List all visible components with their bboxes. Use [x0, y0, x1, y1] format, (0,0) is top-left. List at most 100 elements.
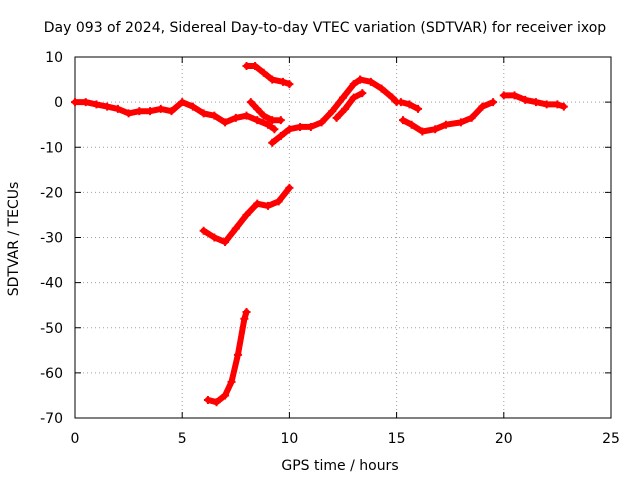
- data-point: [278, 77, 287, 86]
- data-point: [377, 84, 386, 93]
- data-point: [240, 314, 249, 323]
- x-tick-label: 15: [388, 431, 406, 447]
- data-point: [285, 183, 294, 192]
- data-point: [231, 113, 240, 122]
- data-point: [113, 104, 122, 113]
- data-point: [227, 377, 236, 386]
- y-tick-label: -30: [40, 231, 63, 247]
- data-point: [259, 68, 268, 77]
- series-layer: [71, 62, 568, 407]
- data-point: [92, 100, 101, 109]
- data-point: [233, 350, 242, 359]
- data-point: [349, 93, 358, 102]
- x-tick-label: 20: [495, 431, 513, 447]
- data-point: [388, 93, 397, 102]
- data-point: [521, 95, 530, 104]
- data-point: [253, 199, 262, 208]
- data-point: [431, 125, 440, 134]
- data-point: [274, 197, 283, 206]
- data-point: [81, 98, 90, 107]
- y-tick-label: -50: [40, 321, 63, 337]
- data-point: [276, 116, 285, 125]
- data-point: [251, 62, 260, 71]
- x-tick-label: 5: [178, 431, 187, 447]
- track-peak: [357, 76, 400, 106]
- data-point: [246, 98, 255, 107]
- data-point: [531, 98, 540, 107]
- data-point: [268, 116, 277, 125]
- y-tick-label: -10: [40, 140, 63, 156]
- data-point: [253, 104, 262, 113]
- data-point: [156, 104, 165, 113]
- data-point: [285, 80, 294, 89]
- y-tick-label: 0: [54, 95, 63, 111]
- data-point: [135, 107, 144, 116]
- data-point: [349, 80, 358, 89]
- y-axis-label: SDTVAR / TECUs: [6, 182, 22, 297]
- data-point: [263, 120, 272, 129]
- data-point: [259, 111, 268, 120]
- data-point: [242, 111, 251, 120]
- data-point: [210, 233, 219, 242]
- tick-layer: 0 5 10 15 20 25 10 0 -10 -20 -30 -40 -50 -60 -70: [40, 50, 620, 447]
- y-tick-label: -20: [40, 185, 63, 201]
- data-point: [399, 116, 408, 125]
- data-point: [317, 118, 326, 127]
- data-point: [71, 98, 79, 107]
- track-midday: [269, 76, 364, 146]
- data-point: [341, 104, 350, 113]
- y-tick-label: -70: [40, 411, 63, 427]
- y-tick-label: 10: [45, 50, 63, 66]
- data-point: [146, 107, 155, 116]
- data-point: [242, 62, 251, 71]
- x-tick-label: 10: [280, 431, 298, 447]
- data-point: [510, 91, 519, 100]
- data-point: [199, 226, 208, 235]
- data-point: [478, 102, 487, 111]
- data-point: [242, 210, 251, 219]
- data-point: [221, 118, 230, 127]
- data-point: [396, 98, 405, 107]
- data-point: [221, 238, 230, 247]
- data-point: [467, 113, 476, 122]
- data-point: [231, 224, 240, 233]
- data-point: [263, 201, 272, 210]
- data-point: [203, 395, 212, 404]
- data-point: [188, 102, 197, 111]
- data-point: [242, 307, 251, 316]
- data-point: [199, 109, 208, 118]
- data-point: [441, 120, 450, 129]
- data-point: [270, 125, 279, 134]
- x-tick-label: 0: [71, 431, 80, 447]
- track-lower-climb: [333, 90, 366, 121]
- x-tick-label: 25: [602, 431, 620, 447]
- data-point: [221, 391, 230, 400]
- data-point: [356, 75, 365, 84]
- data-point: [407, 120, 416, 129]
- y-tick-label: -60: [40, 366, 63, 382]
- data-point: [306, 122, 315, 131]
- chart-title: Day 093 of 2024, Sidereal Day-to-day VTE…: [44, 20, 607, 36]
- data-point: [489, 98, 498, 107]
- data-point: [339, 93, 347, 102]
- data-point: [405, 100, 414, 109]
- data-point: [253, 116, 262, 125]
- data-point: [276, 131, 285, 140]
- data-point: [414, 104, 423, 113]
- data-point: [366, 77, 375, 86]
- data-point: [358, 89, 367, 98]
- data-point: [124, 109, 133, 118]
- data-point: [542, 100, 551, 109]
- data-point: [553, 100, 562, 109]
- data-point: [268, 75, 277, 84]
- data-point: [210, 111, 219, 120]
- data-point: [559, 102, 568, 111]
- data-point: [212, 398, 221, 407]
- data-point: [103, 102, 112, 111]
- data-point: [268, 138, 277, 147]
- data-point: [178, 98, 187, 107]
- data-point: [332, 113, 341, 122]
- data-point: [285, 125, 294, 134]
- data-point: [456, 118, 465, 127]
